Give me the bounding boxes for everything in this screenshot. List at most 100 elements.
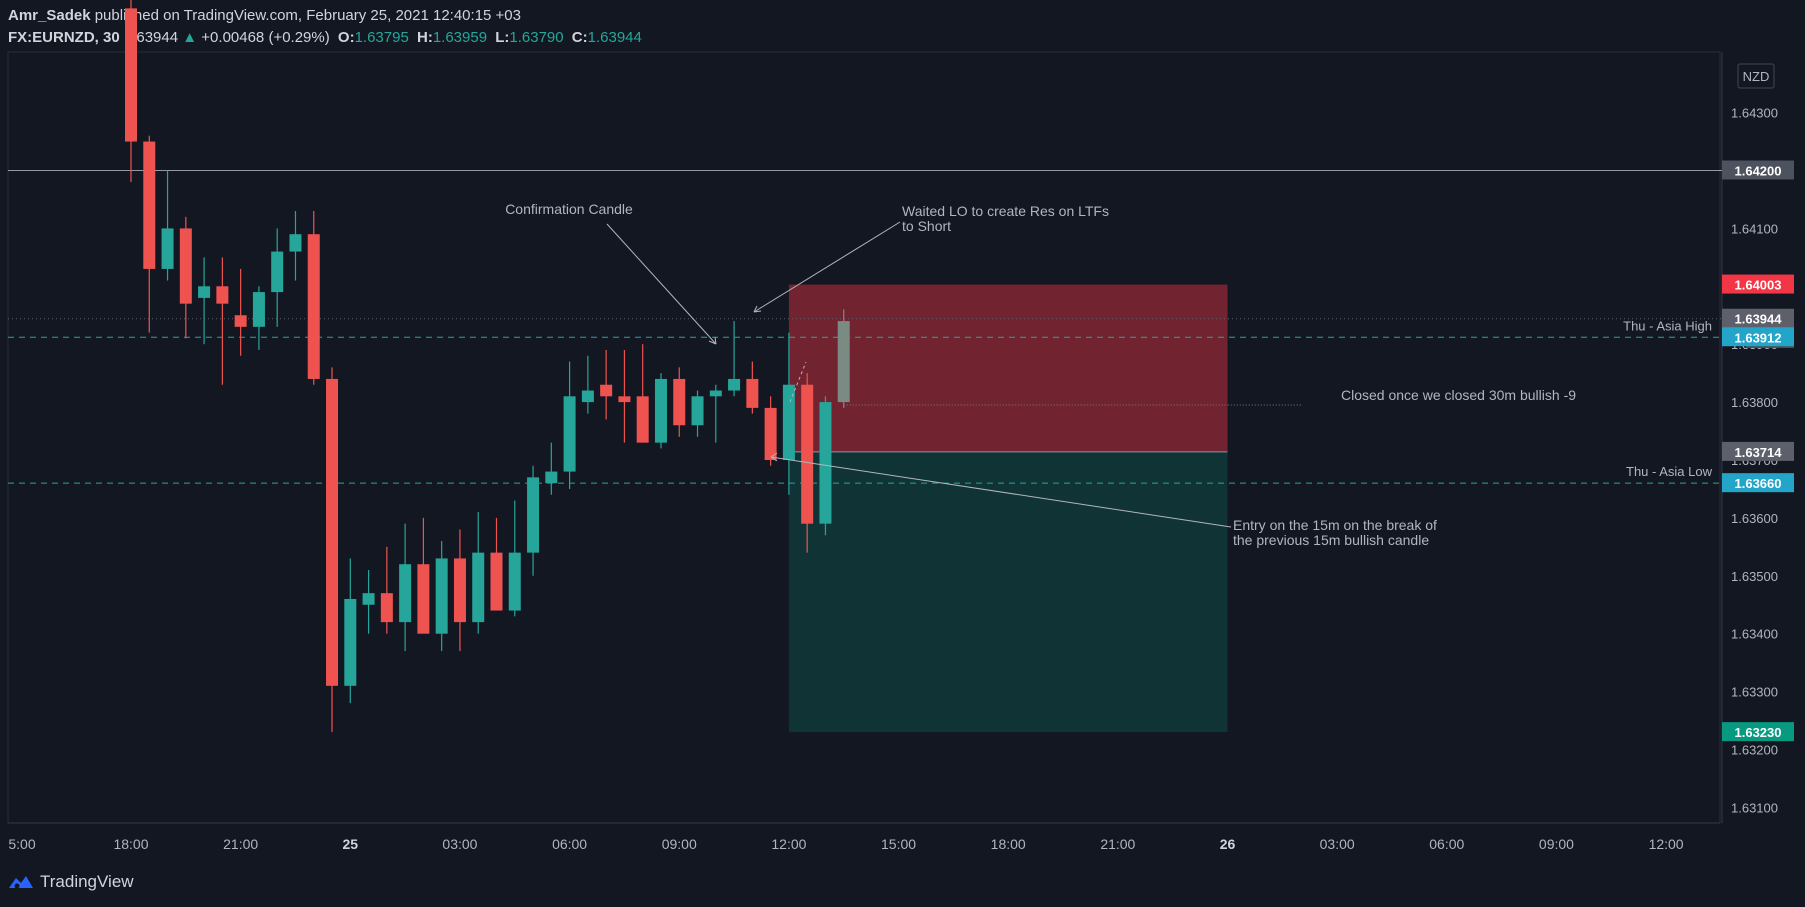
low-label: L: — [495, 29, 510, 46]
y-tick-label: 1.64100 — [1731, 221, 1778, 236]
annotation-arrow-confirmation[interactable] — [606, 223, 717, 345]
published-text: published on TradingView.com, February 2… — [94, 7, 521, 24]
candle-body[interactable] — [435, 558, 448, 634]
candle-body[interactable] — [289, 234, 302, 252]
price-label-box — [1722, 441, 1794, 461]
annotation-closed: Closed once we closed 30m bullish -9 — [1341, 387, 1576, 403]
brand-name: TradingView — [40, 872, 134, 891]
y-tick-label: 1.63400 — [1731, 627, 1778, 642]
price-label: 1.63714 — [1735, 445, 1783, 460]
candle-body[interactable] — [399, 564, 412, 623]
line-label-2: Thu - Asia Low — [1626, 464, 1713, 479]
candle-body[interactable] — [216, 286, 229, 304]
annotation-arrow-entry[interactable] — [770, 456, 1232, 528]
stop-loss-zone[interactable] — [788, 284, 1228, 452]
candle-body[interactable] — [782, 384, 795, 460]
candle-body[interactable] — [271, 251, 284, 293]
x-tick-label: 09:00 — [662, 836, 697, 852]
x-tick-label: 09:00 — [1539, 836, 1574, 852]
candle-body[interactable] — [691, 396, 704, 426]
open-value: 1.63795 — [354, 29, 409, 46]
candle-body[interactable] — [508, 552, 521, 611]
annotation-waited-lo: Waited LO to create Res on LTFs — [902, 203, 1109, 219]
candle-body[interactable] — [581, 390, 594, 403]
candle-body[interactable] — [417, 564, 430, 634]
annotation-confirmation-candle: Confirmation Candle — [505, 201, 633, 217]
price-label-box — [1722, 722, 1794, 742]
candle-body[interactable] — [527, 477, 540, 553]
x-tick-label: 12:00 — [771, 836, 806, 852]
y-tick-label: 1.63200 — [1731, 743, 1778, 758]
arrowhead-icon — [753, 305, 762, 313]
up-triangle-icon: ▲ — [182, 29, 198, 46]
take-profit-zone[interactable] — [788, 451, 1228, 733]
candle-body[interactable] — [198, 286, 211, 298]
candle-body[interactable] — [764, 407, 777, 460]
candle-body[interactable] — [453, 558, 466, 623]
candle-body[interactable] — [143, 141, 156, 269]
annotation-entry-2: the previous 15m bullish candle — [1233, 532, 1429, 548]
tradingview-logo[interactable]: TradingView — [8, 872, 134, 892]
candle-body[interactable] — [709, 390, 722, 397]
candle-body[interactable] — [545, 471, 558, 484]
price-label: 1.63660 — [1735, 476, 1782, 491]
y-tick-label: 1.63500 — [1731, 569, 1778, 584]
close-value: 1.63944 — [587, 29, 642, 46]
candle-body[interactable] — [490, 552, 503, 611]
candle-body[interactable] — [307, 234, 320, 379]
candle-body[interactable] — [819, 402, 832, 524]
candle-body[interactable] — [472, 552, 485, 623]
x-tick-label: 25 — [343, 836, 359, 852]
price-label-box — [1722, 274, 1794, 294]
projection-line[interactable] — [789, 361, 807, 403]
author-name[interactable]: Amr_Sadek — [8, 7, 91, 24]
candle-body[interactable] — [234, 315, 247, 327]
candle-body[interactable] — [125, 8, 137, 142]
annotation-waited-lo-2: to Short — [902, 218, 951, 234]
candle-body[interactable] — [728, 378, 741, 391]
y-tick-label: 1.63800 — [1731, 395, 1778, 410]
candle-body[interactable] — [801, 384, 814, 524]
candle-body[interactable] — [837, 321, 850, 403]
annotation-entry: Entry on the 15m on the break of — [1233, 517, 1437, 533]
price-label: 1.63230 — [1735, 725, 1782, 740]
high-label: H: — [416, 29, 433, 46]
price-label-box — [1722, 473, 1794, 493]
price-label: 1.64200 — [1735, 164, 1782, 179]
candle-body[interactable] — [380, 593, 393, 623]
candle-body[interactable] — [362, 593, 375, 605]
x-tick-label: 26 — [1220, 836, 1236, 852]
candle-body[interactable] — [252, 292, 265, 327]
candle-body[interactable] — [161, 228, 174, 269]
open-label: O: — [337, 29, 355, 46]
candle-body[interactable] — [344, 598, 357, 686]
symbol-legend: FX:EURNZD, 30 1.63944 ▲ +0.00468 (+0.29%… — [8, 29, 642, 46]
y-tick-label: 1.63300 — [1731, 685, 1778, 700]
currency-box[interactable] — [1737, 63, 1775, 89]
candle-body[interactable] — [654, 378, 667, 443]
high-value: 1.63959 — [432, 29, 488, 46]
y-tick-label: 1.63600 — [1731, 511, 1778, 526]
candle-body[interactable] — [636, 396, 649, 443]
x-tick-label: 15:00 — [881, 836, 916, 852]
line-label-1: Thu - Asia High — [1623, 318, 1712, 333]
currency-label: NZD — [1743, 69, 1770, 84]
candle-body[interactable] — [618, 396, 631, 403]
x-tick-label: 12:00 — [1649, 836, 1684, 852]
arrowhead-icon — [708, 336, 717, 345]
annotation-arrow-waited[interactable] — [753, 221, 901, 313]
candle-body[interactable] — [563, 396, 576, 472]
price-label: 1.63912 — [1735, 330, 1782, 345]
tradingview-icon — [9, 876, 33, 889]
arrowhead-icon — [770, 452, 778, 462]
close-label: C: — [571, 29, 588, 46]
candle-body[interactable] — [746, 378, 759, 408]
price-label-box — [1722, 327, 1794, 347]
candle-body[interactable] — [179, 228, 192, 304]
candle-body[interactable] — [600, 384, 613, 397]
x-tick-label: 21:00 — [1100, 836, 1135, 852]
candle-body[interactable] — [673, 378, 686, 426]
symbol-title: FX:EURNZD, 30 — [8, 29, 120, 46]
candle-body[interactable] — [326, 378, 339, 686]
